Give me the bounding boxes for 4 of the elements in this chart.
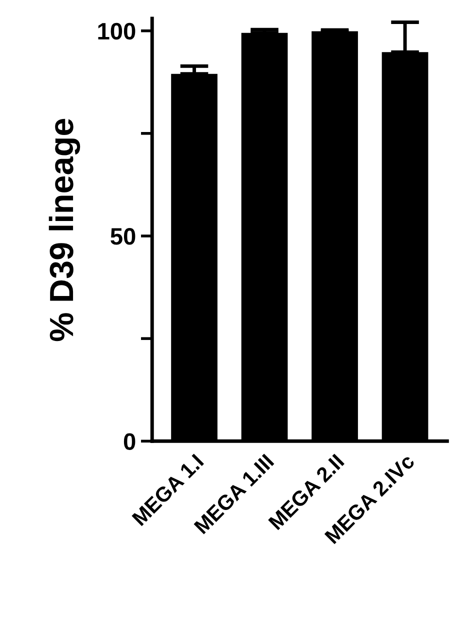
y-tick-label: 50 — [110, 228, 136, 245]
y-tick-label: 100 — [98, 22, 136, 40]
y-tick-label: 0 — [124, 433, 136, 450]
y-axis-title: % D39 lineage — [48, 118, 80, 342]
